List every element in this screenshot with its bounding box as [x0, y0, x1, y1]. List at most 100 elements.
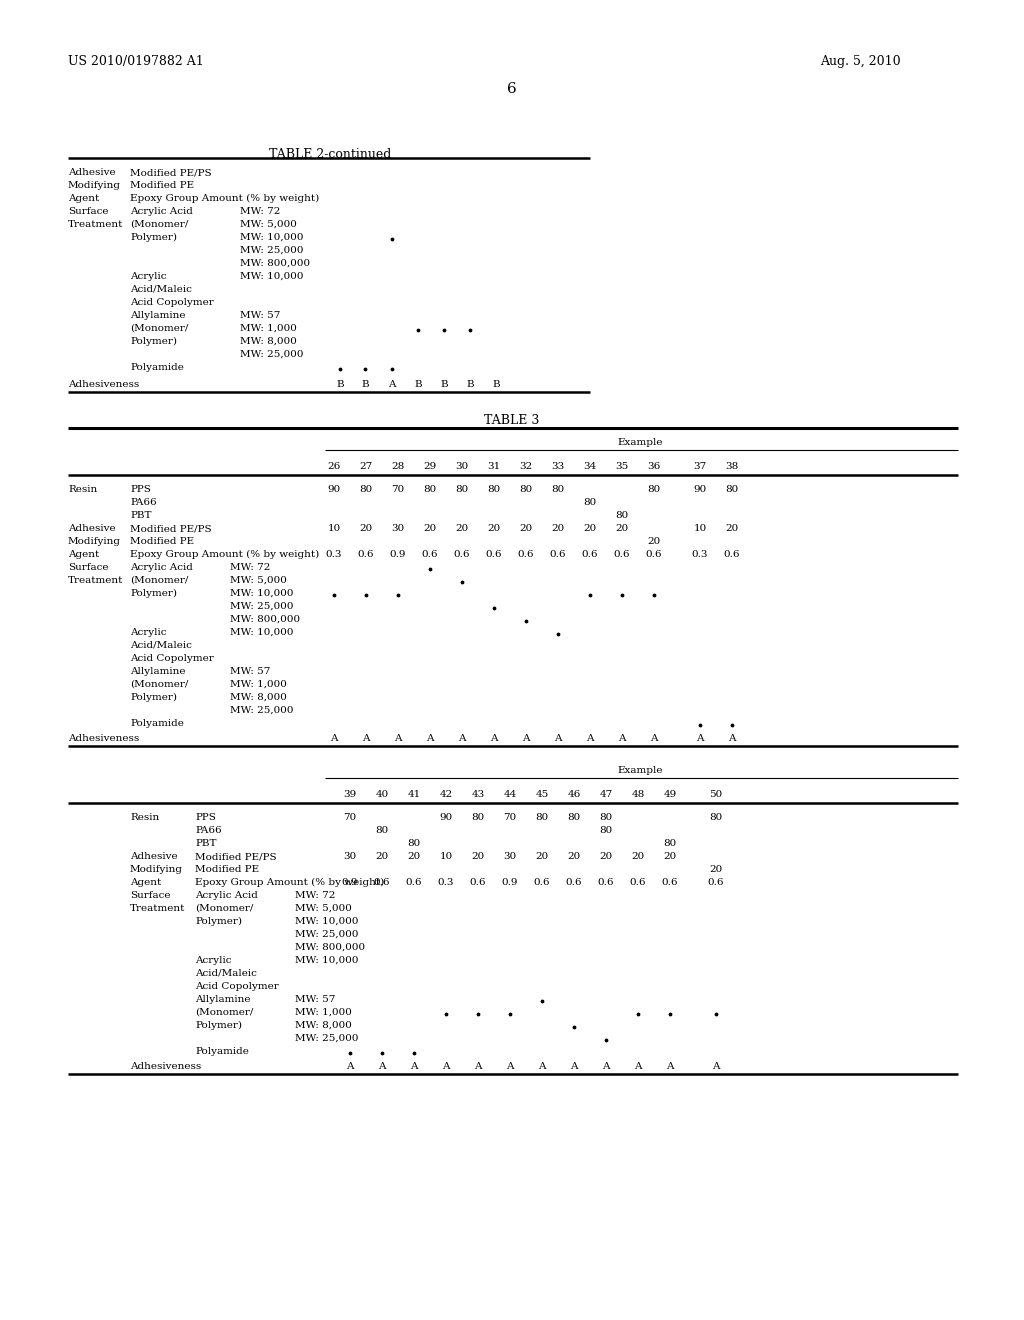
Text: MW: 25,000: MW: 25,000: [230, 602, 294, 611]
Text: 80: 80: [487, 484, 501, 494]
Text: Resin: Resin: [130, 813, 160, 822]
Text: Adhesive: Adhesive: [130, 851, 177, 861]
Text: 0.6: 0.6: [630, 878, 646, 887]
Text: Acid Copolymer: Acid Copolymer: [195, 982, 279, 991]
Text: 30: 30: [391, 524, 404, 533]
Text: Acid/Maleic: Acid/Maleic: [130, 285, 191, 294]
Text: 46: 46: [567, 789, 581, 799]
Text: 80: 80: [359, 484, 373, 494]
Text: 35: 35: [615, 462, 629, 471]
Text: 0.6: 0.6: [646, 550, 663, 558]
Text: 0.3: 0.3: [692, 550, 709, 558]
Text: 20: 20: [519, 524, 532, 533]
Text: 0.6: 0.6: [708, 878, 724, 887]
Text: B: B: [336, 380, 344, 389]
Text: 90: 90: [328, 484, 341, 494]
Text: A: A: [388, 380, 395, 389]
Text: 28: 28: [391, 462, 404, 471]
Text: Adhesive: Adhesive: [68, 168, 116, 177]
Text: 30: 30: [504, 851, 517, 861]
Text: A: A: [522, 734, 529, 743]
Text: MW: 57: MW: 57: [240, 312, 281, 319]
Text: (Monomer/: (Monomer/: [195, 904, 253, 913]
Text: 39: 39: [343, 789, 356, 799]
Text: 80: 80: [408, 840, 421, 847]
Text: B: B: [493, 380, 500, 389]
Text: MW: 10,000: MW: 10,000: [230, 589, 294, 598]
Text: 20: 20: [423, 524, 436, 533]
Text: 20: 20: [408, 851, 421, 861]
Text: A: A: [426, 734, 434, 743]
Text: 37: 37: [693, 462, 707, 471]
Text: A: A: [696, 734, 703, 743]
Text: 80: 80: [664, 840, 677, 847]
Text: Epoxy Group Amount (% by weight): Epoxy Group Amount (% by weight): [130, 194, 319, 203]
Text: Polymer): Polymer): [130, 589, 177, 598]
Text: Modifying: Modifying: [68, 537, 121, 546]
Text: Epoxy Group Amount (% by weight): Epoxy Group Amount (% by weight): [130, 550, 319, 560]
Text: PBT: PBT: [130, 511, 152, 520]
Text: 50: 50: [710, 789, 723, 799]
Text: Polymer): Polymer): [130, 234, 177, 242]
Text: 80: 80: [567, 813, 581, 822]
Text: 0.3: 0.3: [437, 878, 455, 887]
Text: (Monomer/: (Monomer/: [130, 576, 188, 585]
Text: Resin: Resin: [68, 484, 97, 494]
Text: 0.6: 0.6: [582, 550, 598, 558]
Text: A: A: [587, 734, 594, 743]
Text: 80: 80: [584, 498, 597, 507]
Text: A: A: [474, 1063, 481, 1071]
Text: 48: 48: [632, 789, 645, 799]
Text: 20: 20: [725, 524, 738, 533]
Text: MW: 800,000: MW: 800,000: [295, 942, 366, 952]
Text: Modified PE: Modified PE: [195, 865, 259, 874]
Text: 0.6: 0.6: [534, 878, 550, 887]
Text: Modifying: Modifying: [68, 181, 121, 190]
Text: Acrylic Acid: Acrylic Acid: [130, 564, 193, 572]
Text: 43: 43: [471, 789, 484, 799]
Text: 30: 30: [343, 851, 356, 861]
Text: MW: 10,000: MW: 10,000: [295, 956, 358, 965]
Text: 20: 20: [567, 851, 581, 861]
Text: 34: 34: [584, 462, 597, 471]
Text: MW: 8,000: MW: 8,000: [240, 337, 297, 346]
Text: Adhesiveness: Adhesiveness: [68, 380, 139, 389]
Text: 20: 20: [632, 851, 645, 861]
Text: Polyamide: Polyamide: [195, 1047, 249, 1056]
Text: Polyamide: Polyamide: [130, 719, 184, 729]
Text: 0.6: 0.6: [518, 550, 535, 558]
Text: 31: 31: [487, 462, 501, 471]
Text: MW: 25,000: MW: 25,000: [240, 246, 303, 255]
Text: 80: 80: [423, 484, 436, 494]
Text: 80: 80: [471, 813, 484, 822]
Text: 0.6: 0.6: [406, 878, 422, 887]
Text: Epoxy Group Amount (% by weight): Epoxy Group Amount (% by weight): [195, 878, 384, 887]
Text: 0.3: 0.3: [326, 550, 342, 558]
Text: Adhesiveness: Adhesiveness: [130, 1063, 202, 1071]
Text: Modified PE/PS: Modified PE/PS: [130, 524, 212, 533]
Text: 45: 45: [536, 789, 549, 799]
Text: 0.6: 0.6: [613, 550, 630, 558]
Text: A: A: [667, 1063, 674, 1071]
Text: 40: 40: [376, 789, 389, 799]
Text: 0.6: 0.6: [724, 550, 740, 558]
Text: Agent: Agent: [68, 550, 99, 558]
Text: 29: 29: [423, 462, 436, 471]
Text: Polymer): Polymer): [195, 1020, 242, 1030]
Text: B: B: [414, 380, 422, 389]
Text: MW: 800,000: MW: 800,000: [240, 259, 310, 268]
Text: 20: 20: [536, 851, 549, 861]
Text: 80: 80: [615, 511, 629, 520]
Text: 0.6: 0.6: [374, 878, 390, 887]
Text: Aug. 5, 2010: Aug. 5, 2010: [820, 55, 901, 69]
Text: Modified PE: Modified PE: [130, 537, 195, 546]
Text: 80: 80: [536, 813, 549, 822]
Text: 20: 20: [615, 524, 629, 533]
Text: MW: 10,000: MW: 10,000: [230, 628, 294, 638]
Text: 20: 20: [599, 851, 612, 861]
Text: MW: 1,000: MW: 1,000: [295, 1008, 352, 1016]
Text: A: A: [554, 734, 562, 743]
Text: 80: 80: [710, 813, 723, 822]
Text: A: A: [411, 1063, 418, 1071]
Text: Modified PE: Modified PE: [130, 181, 195, 190]
